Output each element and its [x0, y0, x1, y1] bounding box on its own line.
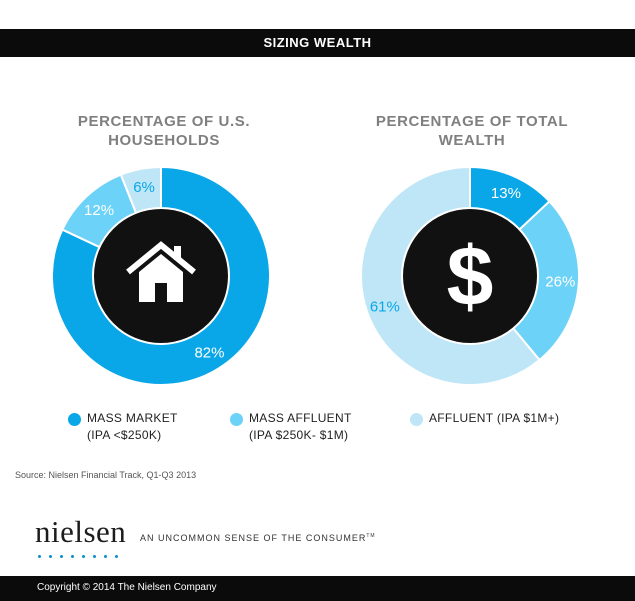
copyright-text: Copyright © 2014 The Nielsen Company	[37, 582, 217, 593]
dollar-icon: $	[447, 229, 494, 323]
slice-label-1-2: 61%	[370, 299, 400, 316]
slice-label-0-0: 82%	[194, 344, 224, 361]
slice-label-0-1: 12%	[84, 202, 114, 219]
donut-chart-households: 82% 12% 6% 13% 26% 61% $	[51, 165, 580, 386]
legend-label: MASS AFFLUENT	[249, 411, 352, 425]
header-bar: SIZING WEALTH	[0, 29, 635, 57]
nielsen-logo: nielsen	[35, 514, 127, 549]
logo-dots	[38, 545, 126, 563]
header-title: SIZING WEALTH	[263, 35, 372, 50]
house-icon	[126, 241, 196, 302]
slice-label-0-2: 6%	[133, 179, 155, 196]
slice-0-mass-market	[51, 165, 271, 386]
legend-label: MASS MARKET	[87, 411, 178, 425]
legend-swatch-mass-market	[68, 413, 81, 426]
source-note: Source: Nielsen Financial Track, Q1-Q3 2…	[15, 470, 197, 480]
legend-swatch-mass-affluent	[230, 413, 243, 426]
chart-title-wealth: PERCENTAGE OF TOTAL WEALTH	[375, 113, 569, 149]
legend-swatch-affluent	[410, 413, 423, 426]
slice-0-affluent	[119, 165, 162, 215]
slice-label-1-0: 13%	[491, 185, 521, 202]
legend-sublabel: (IPA <$250K)	[87, 428, 162, 442]
legend-label: AFFLUENT (IPA $1M+)	[429, 411, 560, 425]
brand-tagline: AN UNCOMMON SENSE OF THE CONSUMERTM	[140, 533, 376, 543]
slice-label-1-1: 26%	[545, 274, 575, 291]
center-disk-1	[403, 209, 537, 343]
legend-sublabel: (IPA $250K- $1M)	[249, 428, 349, 442]
footer-bar: Copyright © 2014 The Nielsen Company	[0, 576, 635, 601]
chart-title-households: PERCENTAGE OF U.S. HOUSEHOLDS	[77, 113, 251, 149]
slice-1-affluent	[360, 165, 541, 386]
